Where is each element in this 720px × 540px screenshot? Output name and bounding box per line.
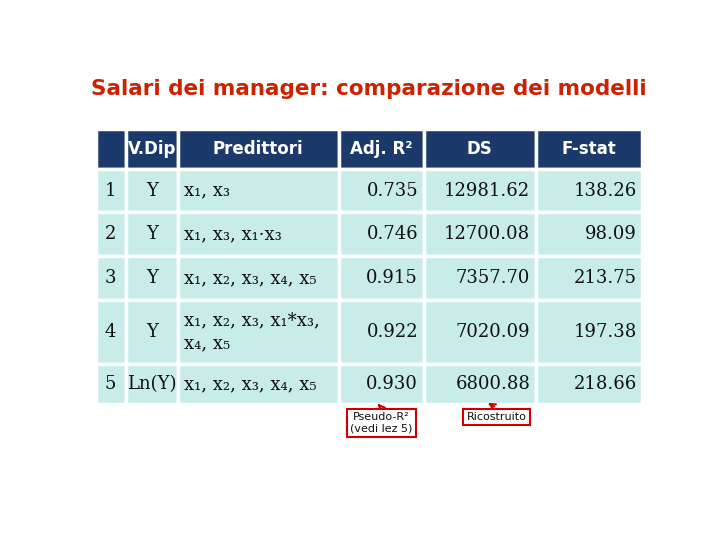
Text: Y: Y: [145, 181, 158, 200]
Text: Adj. R²: Adj. R²: [350, 140, 413, 158]
Text: x₁, x₂, x₃, x₁*x₃,
x₄, x₅: x₁, x₂, x₃, x₁*x₃, x₄, x₅: [184, 312, 320, 352]
Text: F-stat: F-stat: [562, 140, 616, 158]
FancyBboxPatch shape: [423, 212, 536, 256]
FancyBboxPatch shape: [126, 364, 178, 404]
Text: 3: 3: [105, 269, 117, 287]
FancyBboxPatch shape: [339, 129, 423, 168]
FancyBboxPatch shape: [536, 364, 642, 404]
Text: 2: 2: [105, 225, 117, 243]
FancyBboxPatch shape: [536, 256, 642, 300]
Text: 7020.09: 7020.09: [456, 323, 530, 341]
FancyBboxPatch shape: [536, 300, 642, 364]
Text: x₁, x₃, x₁·x₃: x₁, x₃, x₁·x₃: [184, 225, 282, 243]
FancyBboxPatch shape: [339, 364, 423, 404]
FancyBboxPatch shape: [423, 168, 536, 212]
Text: Y: Y: [145, 269, 158, 287]
FancyBboxPatch shape: [126, 129, 178, 168]
Text: Y: Y: [145, 225, 158, 243]
Text: 138.26: 138.26: [574, 181, 637, 200]
Text: Predittori: Predittori: [213, 140, 304, 158]
Text: Salari dei manager: comparazione dei modelli: Salari dei manager: comparazione dei mod…: [91, 79, 647, 99]
FancyBboxPatch shape: [96, 129, 126, 168]
Text: 0.922: 0.922: [366, 323, 418, 341]
FancyBboxPatch shape: [339, 168, 423, 212]
Text: Pseudo-R²
(vedi lez 5): Pseudo-R² (vedi lez 5): [350, 412, 413, 434]
Text: DS: DS: [467, 140, 492, 158]
Text: 0.735: 0.735: [366, 181, 418, 200]
FancyBboxPatch shape: [126, 168, 178, 212]
FancyBboxPatch shape: [178, 300, 339, 364]
Text: 12700.08: 12700.08: [444, 225, 530, 243]
FancyBboxPatch shape: [96, 212, 126, 256]
Text: 5: 5: [105, 375, 117, 393]
Text: 7357.70: 7357.70: [456, 269, 530, 287]
Text: 4: 4: [105, 323, 117, 341]
FancyBboxPatch shape: [96, 300, 126, 364]
Text: 213.75: 213.75: [574, 269, 637, 287]
FancyBboxPatch shape: [536, 129, 642, 168]
Text: 0.930: 0.930: [366, 375, 418, 393]
FancyBboxPatch shape: [178, 168, 339, 212]
FancyBboxPatch shape: [126, 256, 178, 300]
Text: 98.09: 98.09: [585, 225, 637, 243]
FancyBboxPatch shape: [423, 256, 536, 300]
FancyBboxPatch shape: [339, 300, 423, 364]
FancyBboxPatch shape: [178, 129, 339, 168]
FancyBboxPatch shape: [536, 168, 642, 212]
FancyBboxPatch shape: [339, 256, 423, 300]
Text: x₁, x₃: x₁, x₃: [184, 181, 230, 200]
Text: 1: 1: [105, 181, 117, 200]
Text: Y: Y: [145, 323, 158, 341]
FancyBboxPatch shape: [423, 300, 536, 364]
Text: Ricostruito: Ricostruito: [467, 412, 526, 422]
FancyBboxPatch shape: [423, 364, 536, 404]
FancyBboxPatch shape: [96, 256, 126, 300]
FancyBboxPatch shape: [126, 300, 178, 364]
FancyBboxPatch shape: [178, 212, 339, 256]
Text: x₁, x₂, x₃, x₄, x₅: x₁, x₂, x₃, x₄, x₅: [184, 375, 317, 393]
FancyBboxPatch shape: [339, 212, 423, 256]
Text: V.Dip: V.Dip: [127, 140, 176, 158]
FancyBboxPatch shape: [423, 129, 536, 168]
FancyBboxPatch shape: [126, 212, 178, 256]
Text: 0.746: 0.746: [366, 225, 418, 243]
FancyBboxPatch shape: [96, 168, 126, 212]
FancyBboxPatch shape: [178, 364, 339, 404]
Text: 0.915: 0.915: [366, 269, 418, 287]
FancyBboxPatch shape: [536, 212, 642, 256]
Text: x₁, x₂, x₃, x₄, x₅: x₁, x₂, x₃, x₄, x₅: [184, 269, 317, 287]
FancyBboxPatch shape: [178, 256, 339, 300]
Text: 6800.88: 6800.88: [455, 375, 530, 393]
Text: 197.38: 197.38: [574, 323, 637, 341]
Text: Ln(Y): Ln(Y): [127, 375, 176, 393]
FancyBboxPatch shape: [96, 364, 126, 404]
Text: 218.66: 218.66: [574, 375, 637, 393]
Text: 12981.62: 12981.62: [444, 181, 530, 200]
